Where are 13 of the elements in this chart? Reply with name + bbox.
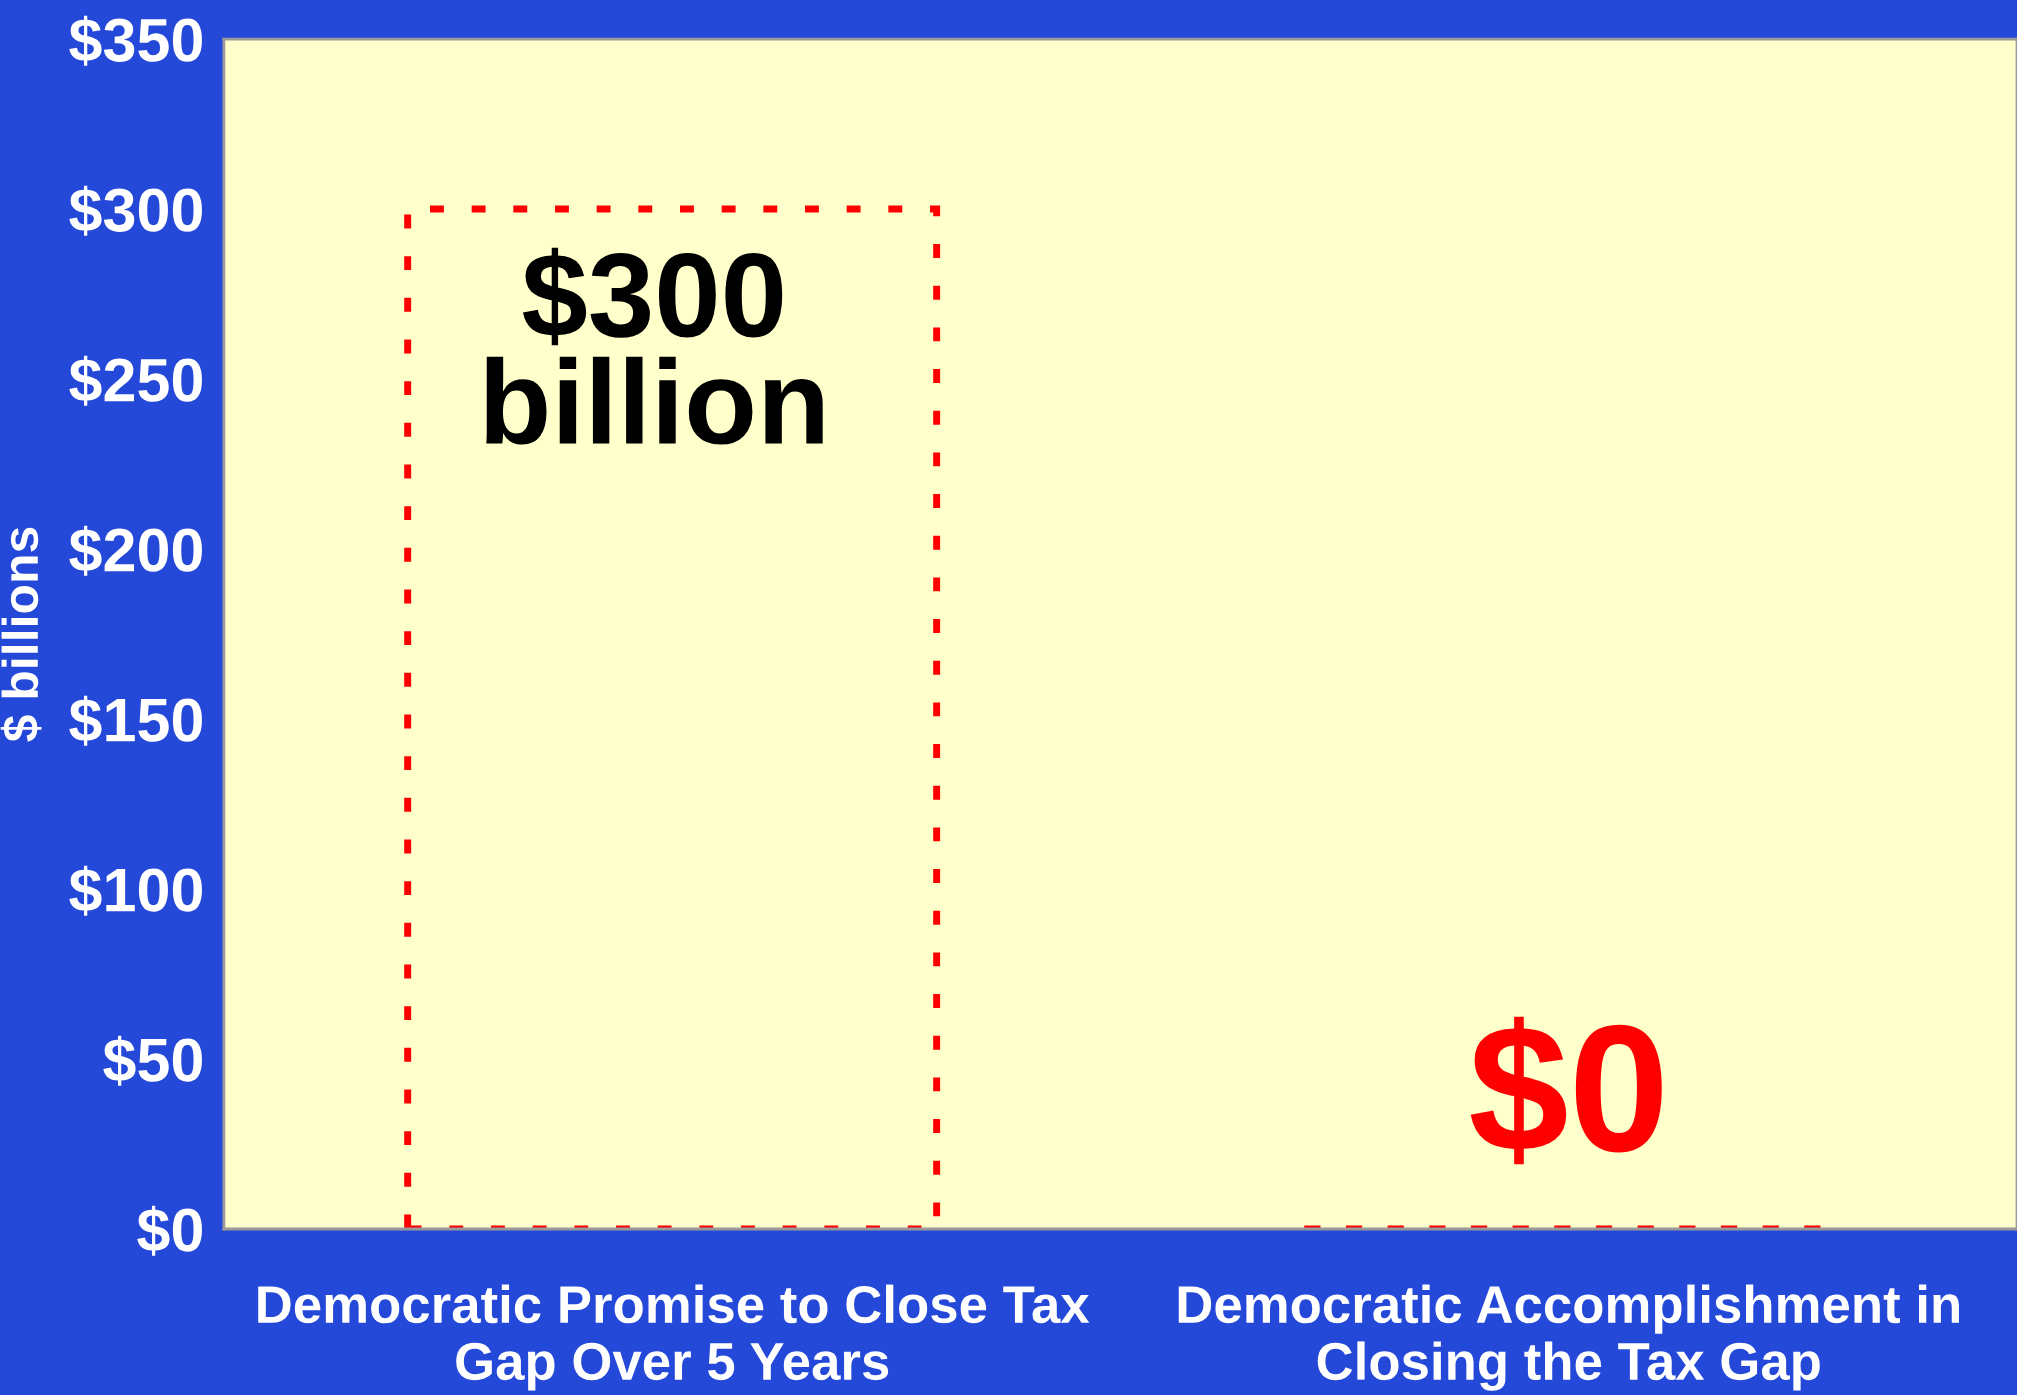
x-tick-label: Democratic Accomplishment in Closing the Tax Gap [1178, 1284, 1959, 1391]
x-tick-label: Democratic Promise to Close Tax Gap Over 5 Years [258, 1284, 1090, 1391]
y-tick-label: $300 [69, 185, 202, 236]
y-tick-label: $50 [103, 1035, 202, 1086]
y-tick-label: $250 [69, 355, 202, 406]
y-tick-label: $350 [69, 15, 202, 66]
annotation: $0 [1470, 1016, 1662, 1165]
y-axis-title: $ billions [0, 527, 42, 742]
annotation: $300 billion [486, 247, 823, 445]
y-tick-label: $150 [69, 695, 202, 746]
y-tick-label: $100 [69, 865, 202, 916]
y-tick-label: $0 [137, 1205, 202, 1256]
y-tick-label: $200 [69, 525, 202, 576]
